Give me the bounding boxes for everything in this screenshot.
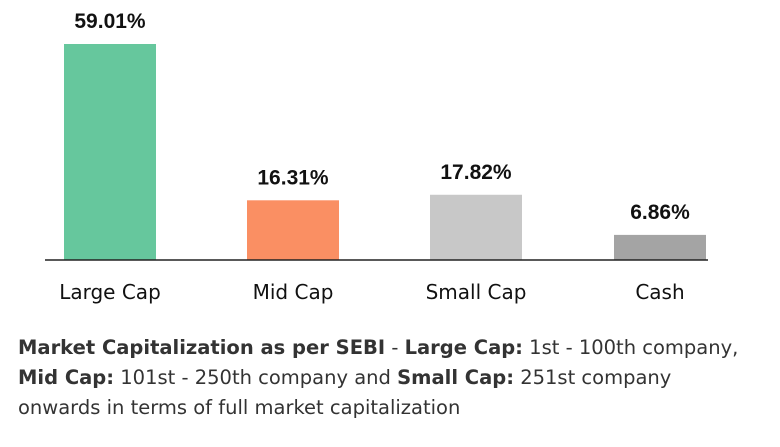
bar-mid-cap bbox=[247, 200, 339, 260]
bar-cash bbox=[614, 234, 706, 260]
value-label-small-cap: 17.82% bbox=[440, 161, 512, 184]
footnote-term-mid-cap: Mid Cap: bbox=[18, 366, 115, 389]
footnote-term-large-cap: Large Cap: bbox=[404, 336, 523, 359]
value-label-mid-cap: 16.31% bbox=[257, 166, 329, 189]
footnote-text-large-cap: 1st - 100th company, bbox=[522, 336, 739, 359]
footnote-term-market-cap: Market Capitalization as per SEBI bbox=[18, 336, 386, 359]
bar-small-cap bbox=[430, 194, 522, 260]
market-cap-bar-chart: 59.01% Large Cap 16.31% Mid Cap 17.82% Small … bbox=[45, 10, 708, 304]
market-cap-footnote: Market Capitalization as per SEBI - Larg… bbox=[18, 333, 758, 423]
category-label-large-cap: Large Cap bbox=[59, 280, 161, 304]
category-label-mid-cap: Mid Cap bbox=[253, 280, 334, 304]
category-label-small-cap: Small Cap bbox=[426, 280, 527, 304]
value-label-large-cap: 59.01% bbox=[74, 10, 146, 33]
footnote-text-mid-cap: 101st - 250th company and bbox=[114, 366, 398, 389]
category-label-cash: Cash bbox=[635, 280, 684, 304]
footnote-term-small-cap: Small Cap: bbox=[397, 366, 515, 389]
value-label-cash: 6.86% bbox=[630, 201, 690, 224]
footnote-separator: - bbox=[385, 336, 405, 359]
bar-large-cap bbox=[64, 44, 156, 260]
footnote-text-small-cap: 251st company onwards in terms of full m… bbox=[18, 366, 672, 419]
